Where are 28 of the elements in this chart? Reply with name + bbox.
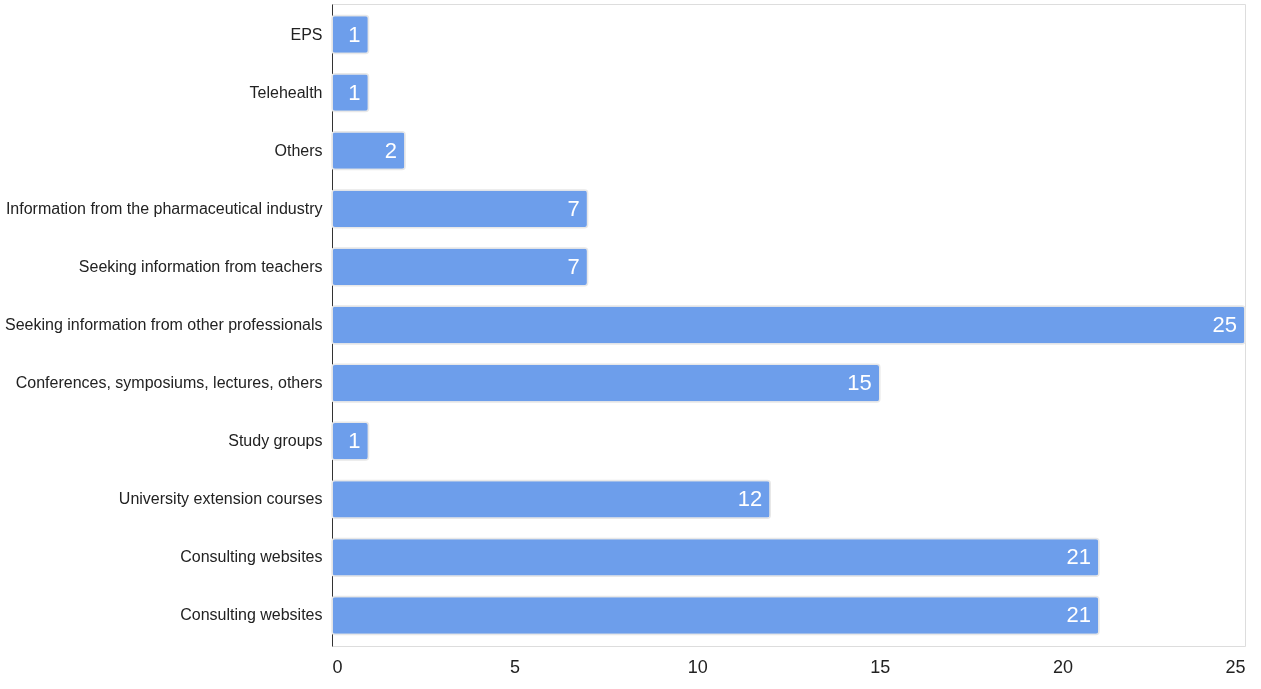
x-tick-label: 0 bbox=[332, 656, 343, 677]
data-label: 21 bbox=[1066, 544, 1091, 570]
y-tick-label: Seeking information from teachers bbox=[78, 257, 323, 275]
y-tick-label: Study groups bbox=[228, 432, 323, 450]
data-label: 15 bbox=[847, 370, 872, 396]
x-tick-label: 5 bbox=[510, 656, 521, 677]
y-tick-label: Others bbox=[274, 141, 323, 159]
y-tick-label: Conferences, symposiums, lectures, others bbox=[15, 374, 323, 392]
x-tick-label: 10 bbox=[687, 656, 708, 677]
data-label: 21 bbox=[1066, 602, 1091, 628]
y-tick-label: Seeking information from other professionals bbox=[5, 316, 323, 333]
data-label: 1 bbox=[348, 79, 361, 105]
data-label: 1 bbox=[348, 21, 361, 47]
y-tick-label: Consulting websites bbox=[180, 606, 323, 624]
x-tick-label: 15 bbox=[870, 656, 891, 677]
y-tick-label: Consulting websites bbox=[180, 548, 323, 566]
y-tick-label: Information from the pharmaceutical industry bbox=[5, 199, 323, 217]
x-tick-label: 25 bbox=[1225, 656, 1246, 677]
x-tick-label: 20 bbox=[1052, 656, 1073, 677]
data-label: 1 bbox=[348, 428, 361, 454]
y-tick-label: Telehealth bbox=[249, 83, 323, 101]
y-tick-label: University extension courses bbox=[118, 490, 323, 508]
y-tick-label: EPS bbox=[290, 25, 323, 43]
data-label: 7 bbox=[567, 195, 580, 221]
data-label: 2 bbox=[384, 137, 398, 163]
data-label: 25 bbox=[1212, 312, 1237, 337]
data-label: 12 bbox=[737, 486, 763, 512]
data-label: 7 bbox=[567, 253, 580, 279]
